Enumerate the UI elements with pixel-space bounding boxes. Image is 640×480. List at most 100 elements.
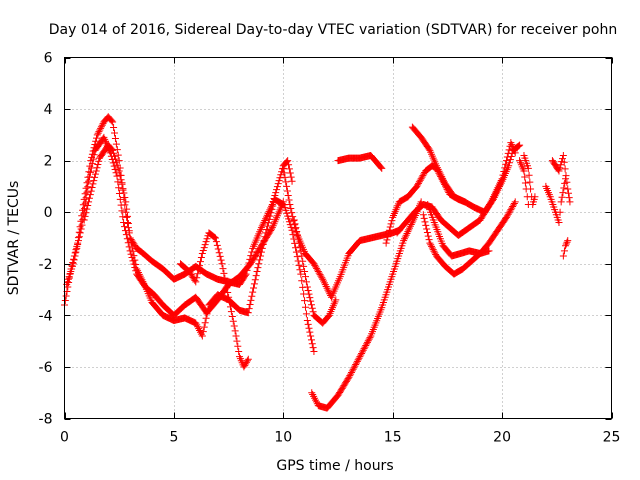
data-point (261, 217, 269, 225)
data-point (227, 308, 235, 316)
data-point (406, 224, 414, 232)
data-point (293, 253, 301, 261)
data-point (301, 273, 309, 281)
data-point (311, 261, 319, 269)
data-point (116, 195, 124, 203)
data-point (94, 161, 102, 169)
data-point (261, 233, 269, 241)
data-point (364, 337, 372, 345)
data-point (505, 146, 513, 154)
data-point (72, 248, 80, 256)
data-point (324, 286, 332, 294)
data-point (285, 196, 293, 204)
data-point (526, 178, 534, 186)
data-point (193, 274, 201, 282)
data-point (302, 310, 310, 318)
data-point (127, 238, 135, 246)
data-point (363, 338, 371, 346)
data-point (351, 362, 359, 370)
data-point (198, 332, 206, 340)
x-tick-label: 0 (60, 430, 69, 446)
data-point (563, 238, 571, 246)
data-point (309, 344, 317, 352)
data-point (61, 297, 69, 305)
data-point (226, 303, 234, 311)
data-point (109, 118, 117, 126)
data-point (293, 228, 301, 236)
data-point (111, 152, 119, 160)
data-point (82, 194, 90, 202)
data-point (414, 181, 422, 189)
data-point (288, 209, 296, 217)
data-point (354, 356, 362, 364)
data-point (90, 151, 98, 159)
data-point (281, 173, 289, 181)
data-point (418, 173, 426, 181)
data-point (211, 234, 219, 242)
data-point (126, 234, 134, 242)
data-point (260, 237, 268, 245)
data-point (307, 336, 315, 344)
data-point (264, 222, 272, 230)
data-point (295, 261, 303, 269)
data-point (440, 178, 448, 186)
data-point (257, 224, 265, 232)
data-point (347, 370, 355, 378)
data-point (425, 145, 433, 153)
data-point (131, 256, 139, 264)
data-point (306, 294, 314, 302)
data-point (428, 242, 436, 250)
data-point (98, 121, 106, 129)
data-point (504, 149, 512, 157)
data-point (384, 233, 392, 241)
data-point (258, 244, 266, 252)
data-point (286, 169, 294, 177)
data-point (197, 254, 205, 262)
data-point (217, 256, 225, 264)
data-point (286, 200, 294, 208)
x-tick-label: 5 (169, 430, 178, 446)
data-point (288, 226, 296, 234)
data-point (505, 162, 513, 170)
data-point (525, 171, 533, 179)
data-point (563, 178, 571, 186)
data-point (302, 278, 310, 286)
data-layer (61, 113, 574, 412)
data-point (405, 226, 413, 234)
data-point (428, 244, 436, 252)
data-point (194, 270, 202, 278)
data-point (120, 189, 128, 197)
data-point (259, 220, 267, 228)
data-point (81, 190, 89, 198)
data-point (289, 213, 297, 221)
data-point (84, 183, 92, 191)
data-point (498, 175, 506, 183)
data-point (420, 214, 428, 222)
data-point (503, 212, 511, 220)
data-point (139, 278, 147, 286)
data-point (527, 185, 535, 193)
data-point (492, 187, 500, 195)
data-point (86, 191, 94, 199)
data-point (82, 209, 90, 217)
data-point (280, 169, 288, 177)
data-point (317, 272, 325, 280)
data-point (110, 123, 118, 131)
data-point (485, 247, 493, 255)
data-point (84, 202, 92, 210)
data-point (213, 241, 221, 249)
data-point (242, 360, 250, 368)
data-point (560, 158, 568, 166)
data-point (128, 243, 136, 251)
data-point (269, 202, 277, 210)
data-point (319, 275, 327, 283)
data-point (323, 284, 331, 292)
data-point (95, 128, 103, 136)
data-point (495, 182, 503, 190)
data-point (285, 218, 293, 226)
data-point (352, 361, 360, 369)
data-point (502, 157, 510, 165)
data-point (507, 153, 515, 161)
data-point (558, 155, 566, 163)
